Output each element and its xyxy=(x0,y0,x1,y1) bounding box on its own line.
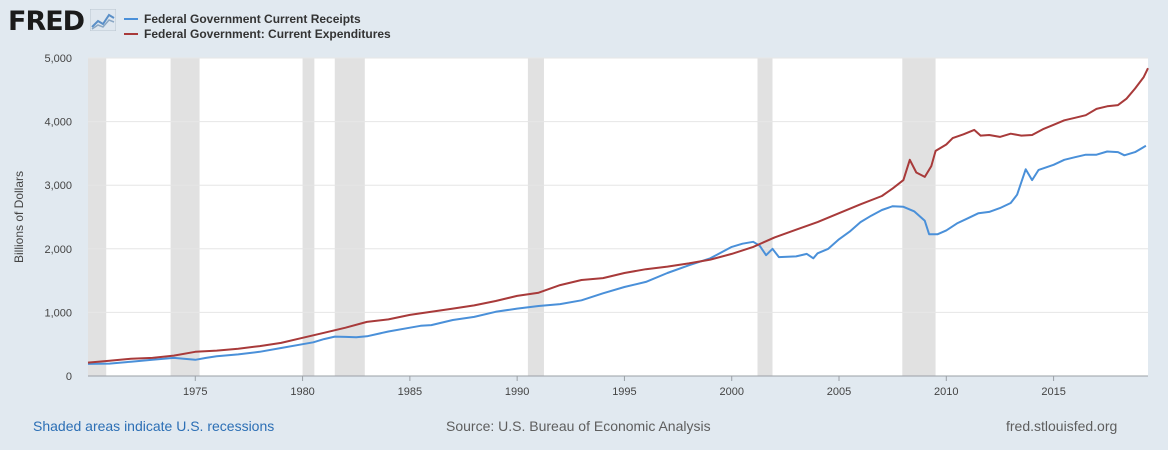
fred-logo[interactable]: FRED xyxy=(8,6,85,37)
legend-label-receipts: Federal Government Current Receipts xyxy=(144,12,361,26)
legend-swatch-receipts xyxy=(124,18,138,20)
recession-band xyxy=(757,58,773,376)
y-tick-label: 2,000 xyxy=(44,244,72,256)
site-link[interactable]: fred.stlouisfed.org xyxy=(1006,418,1118,434)
y-tick-label: 5,000 xyxy=(44,53,72,65)
recession-band xyxy=(527,58,544,376)
legend-label-expenditures: Federal Government: Current Expenditures xyxy=(144,27,391,41)
x-tick-label: 2015 xyxy=(1041,386,1065,398)
axes: 0 1,000 2,000 3,000 4,000 5,000 1975 1980 1985 19… xyxy=(12,53,1148,398)
legend-item-expenditures: Federal Government: Current Expenditures xyxy=(124,27,391,41)
y-axis-label: Billions of Dollars xyxy=(12,171,26,263)
legend-swatch-expenditures xyxy=(124,33,138,35)
recession-note-link[interactable]: Shaded areas indicate U.S. recessions xyxy=(33,418,275,434)
x-tick-label: 2010 xyxy=(934,386,958,398)
x-tick-label: 1980 xyxy=(290,386,314,398)
recession-band xyxy=(88,58,107,376)
x-tick-label: 1990 xyxy=(505,386,529,398)
recession-band xyxy=(302,58,315,376)
grid-lines xyxy=(88,57,1148,313)
series-line-expenditures xyxy=(87,67,1149,364)
series-line-receipts xyxy=(87,144,1147,365)
plot-area xyxy=(88,58,1148,376)
recession-band xyxy=(902,58,936,376)
x-tick-label: 1985 xyxy=(398,386,422,398)
y-tick-label: 1,000 xyxy=(44,307,72,319)
y-tick-label: 0 xyxy=(66,371,72,383)
series-lines xyxy=(87,67,1149,365)
recession-band xyxy=(170,58,200,376)
y-tick-label: 3,000 xyxy=(44,180,72,192)
source-note: Source: U.S. Bureau of Economic Analysis xyxy=(446,418,711,434)
x-tick-label: 1975 xyxy=(183,386,207,398)
legend-item-receipts: Federal Government Current Receipts xyxy=(124,12,361,26)
x-tick-label: 1995 xyxy=(612,386,636,398)
x-tick-label: 2005 xyxy=(827,386,851,398)
fred-chart-logo-icon xyxy=(90,9,116,31)
x-tick-label: 2000 xyxy=(719,386,743,398)
recession-bands xyxy=(88,58,936,376)
y-tick-label: 4,000 xyxy=(44,117,72,129)
